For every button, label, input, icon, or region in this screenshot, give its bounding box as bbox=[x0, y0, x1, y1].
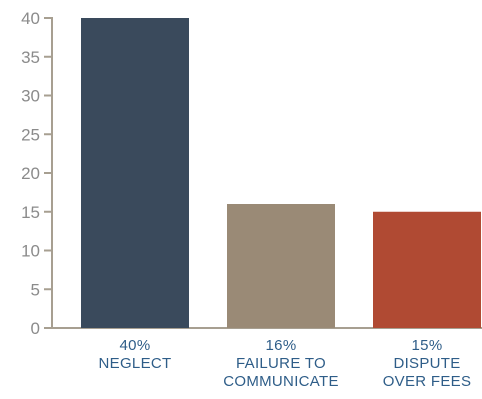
y-tick-label: 10 bbox=[21, 242, 40, 261]
y-tick-label: 20 bbox=[21, 164, 40, 183]
category-label: NEGLECT bbox=[99, 355, 172, 372]
category-label: COMMUNICATE bbox=[223, 373, 339, 390]
y-tick-label: 30 bbox=[21, 87, 40, 106]
bar bbox=[81, 18, 189, 328]
y-tick-label: 35 bbox=[21, 48, 40, 67]
bar bbox=[227, 204, 335, 328]
y-tick-label: 15 bbox=[21, 203, 40, 222]
category-label: 15% bbox=[412, 337, 443, 354]
bar bbox=[373, 211, 481, 328]
y-tick-label: 5 bbox=[31, 280, 40, 299]
category-label: FAILURE TO bbox=[236, 355, 326, 372]
y-tick-label: 40 bbox=[21, 9, 40, 28]
category-label: DISPUTE bbox=[393, 355, 460, 372]
y-tick-label: 25 bbox=[21, 125, 40, 144]
y-tick-label: 0 bbox=[31, 319, 40, 338]
category-label: 16% bbox=[266, 337, 297, 354]
bars bbox=[81, 18, 481, 328]
category-label: 40% bbox=[120, 337, 151, 354]
category-label: OVER FEES bbox=[383, 373, 472, 390]
